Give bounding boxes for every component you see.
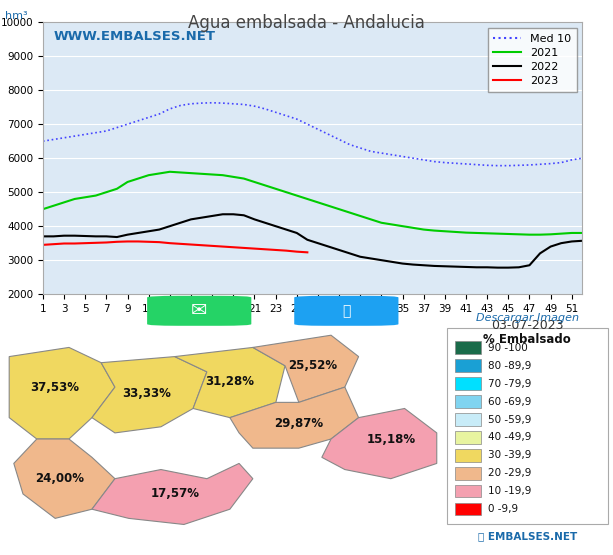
Text: hm³: hm³ bbox=[5, 11, 28, 21]
FancyBboxPatch shape bbox=[455, 360, 481, 372]
Text: 40 -49,9: 40 -49,9 bbox=[488, 432, 531, 442]
Polygon shape bbox=[322, 408, 436, 478]
2023 bbox=[82, 240, 89, 246]
2021 bbox=[579, 230, 586, 236]
Med 10 bbox=[335, 136, 343, 143]
Med 10 bbox=[579, 155, 586, 162]
Text: 37,53%: 37,53% bbox=[31, 381, 80, 393]
2023 bbox=[230, 244, 237, 250]
Text: 52 Semanas: 52 Semanas bbox=[513, 330, 582, 340]
Med 10 bbox=[208, 99, 216, 106]
Text: 70 -79,9: 70 -79,9 bbox=[488, 379, 531, 388]
Text: ✉: ✉ bbox=[191, 301, 207, 320]
FancyBboxPatch shape bbox=[455, 485, 481, 497]
Text: 24,00%: 24,00% bbox=[36, 472, 84, 485]
Med 10 bbox=[39, 138, 47, 144]
Polygon shape bbox=[92, 357, 207, 433]
2022 bbox=[39, 233, 47, 240]
Text: 17,57%: 17,57% bbox=[150, 487, 199, 501]
Line: 2021: 2021 bbox=[43, 172, 582, 235]
2021 bbox=[399, 223, 406, 230]
Text: 🌊 EMBALSES.NET: 🌊 EMBALSES.NET bbox=[478, 531, 577, 541]
Text: 0 -9,9: 0 -9,9 bbox=[488, 504, 518, 514]
Text: 30 -39,9: 30 -39,9 bbox=[488, 450, 531, 460]
Text: 25,52%: 25,52% bbox=[288, 359, 337, 372]
Polygon shape bbox=[253, 335, 359, 402]
2022 bbox=[399, 260, 406, 267]
2022 bbox=[303, 236, 311, 243]
Med 10 bbox=[82, 131, 89, 138]
Med 10 bbox=[240, 101, 248, 108]
Text: % Embalsado: % Embalsado bbox=[483, 333, 571, 346]
2021 bbox=[82, 194, 89, 200]
FancyBboxPatch shape bbox=[455, 413, 481, 426]
FancyBboxPatch shape bbox=[455, 395, 481, 408]
2021 bbox=[303, 196, 311, 203]
FancyBboxPatch shape bbox=[455, 431, 481, 444]
Polygon shape bbox=[230, 387, 359, 448]
2021 bbox=[335, 206, 343, 213]
2021 bbox=[378, 219, 385, 226]
Text: 33,33%: 33,33% bbox=[123, 387, 172, 400]
Text: 31,28%: 31,28% bbox=[205, 375, 254, 387]
2021 bbox=[526, 231, 533, 238]
Legend: Med 10, 2021, 2022, 2023: Med 10, 2021, 2022, 2023 bbox=[488, 28, 577, 92]
FancyBboxPatch shape bbox=[147, 296, 251, 326]
FancyBboxPatch shape bbox=[455, 467, 481, 480]
2023 bbox=[39, 241, 47, 248]
Line: 2022: 2022 bbox=[43, 214, 582, 268]
FancyBboxPatch shape bbox=[455, 503, 481, 516]
Text: 20 -29,9: 20 -29,9 bbox=[488, 468, 531, 478]
Text: 10 -19,9: 10 -19,9 bbox=[488, 486, 531, 496]
Med 10 bbox=[399, 153, 406, 160]
2021 bbox=[166, 169, 173, 175]
Polygon shape bbox=[9, 347, 115, 439]
Text: 50 -59,9: 50 -59,9 bbox=[488, 415, 531, 425]
Polygon shape bbox=[175, 347, 285, 418]
Line: 2023: 2023 bbox=[43, 241, 307, 253]
Text: 60 -69,9: 60 -69,9 bbox=[488, 397, 531, 407]
FancyBboxPatch shape bbox=[455, 377, 481, 390]
Polygon shape bbox=[14, 439, 115, 518]
Text: 03-07-2023: 03-07-2023 bbox=[491, 319, 563, 332]
Med 10 bbox=[378, 150, 385, 157]
Text: 15,18%: 15,18% bbox=[366, 432, 416, 446]
2022 bbox=[494, 264, 501, 271]
Text: WWW.EMBALSES.NET: WWW.EMBALSES.NET bbox=[54, 31, 216, 43]
FancyBboxPatch shape bbox=[455, 341, 481, 354]
2023 bbox=[293, 248, 300, 255]
Text: Agua embalsada - Andalucia: Agua embalsada - Andalucia bbox=[188, 14, 425, 32]
2022 bbox=[82, 233, 89, 239]
2022 bbox=[240, 212, 248, 219]
Med 10 bbox=[303, 121, 311, 128]
2022 bbox=[335, 246, 343, 253]
Text: 80 -89,9: 80 -89,9 bbox=[488, 361, 531, 371]
Text: 🐦: 🐦 bbox=[342, 304, 351, 318]
2022 bbox=[579, 238, 586, 244]
Polygon shape bbox=[92, 463, 253, 524]
Med 10 bbox=[494, 162, 501, 169]
FancyBboxPatch shape bbox=[455, 449, 481, 462]
2021 bbox=[39, 206, 47, 213]
FancyBboxPatch shape bbox=[294, 296, 398, 326]
2022 bbox=[219, 211, 226, 218]
2022 bbox=[378, 257, 385, 264]
Text: Descargar Imagen: Descargar Imagen bbox=[476, 312, 579, 322]
Text: 90 -100: 90 -100 bbox=[488, 343, 527, 353]
2021 bbox=[240, 175, 248, 182]
Line: Med 10: Med 10 bbox=[43, 103, 582, 165]
Text: 29,87%: 29,87% bbox=[274, 417, 324, 430]
FancyBboxPatch shape bbox=[446, 328, 608, 524]
